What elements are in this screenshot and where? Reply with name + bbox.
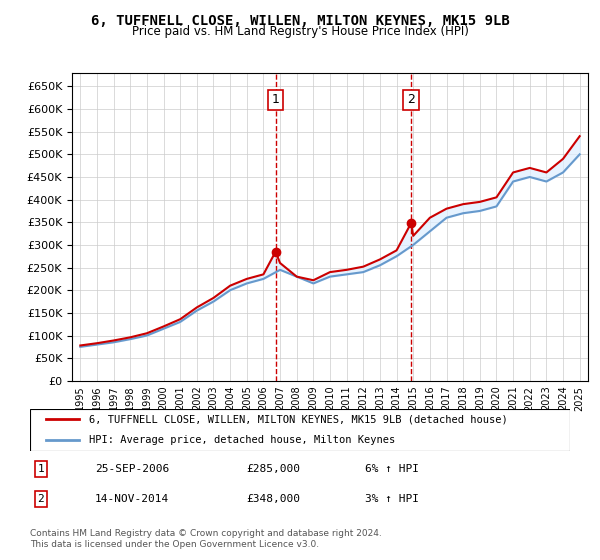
Text: Price paid vs. HM Land Registry's House Price Index (HPI): Price paid vs. HM Land Registry's House …	[131, 25, 469, 38]
Text: 1: 1	[37, 464, 44, 474]
Text: £285,000: £285,000	[246, 464, 300, 474]
Text: 6, TUFFNELL CLOSE, WILLEN, MILTON KEYNES, MK15 9LB: 6, TUFFNELL CLOSE, WILLEN, MILTON KEYNES…	[91, 14, 509, 28]
Text: 6, TUFFNELL CLOSE, WILLEN, MILTON KEYNES, MK15 9LB (detached house): 6, TUFFNELL CLOSE, WILLEN, MILTON KEYNES…	[89, 414, 508, 424]
Text: 25-SEP-2006: 25-SEP-2006	[95, 464, 169, 474]
Text: 14-NOV-2014: 14-NOV-2014	[95, 494, 169, 504]
Text: 2: 2	[37, 494, 44, 504]
Text: Contains HM Land Registry data © Crown copyright and database right 2024.
This d: Contains HM Land Registry data © Crown c…	[30, 529, 382, 549]
Text: 6% ↑ HPI: 6% ↑ HPI	[365, 464, 419, 474]
Text: HPI: Average price, detached house, Milton Keynes: HPI: Average price, detached house, Milt…	[89, 435, 395, 445]
FancyBboxPatch shape	[30, 409, 570, 451]
Text: 3% ↑ HPI: 3% ↑ HPI	[365, 494, 419, 504]
Text: £348,000: £348,000	[246, 494, 300, 504]
Text: 1: 1	[272, 94, 280, 106]
Text: 2: 2	[407, 94, 415, 106]
